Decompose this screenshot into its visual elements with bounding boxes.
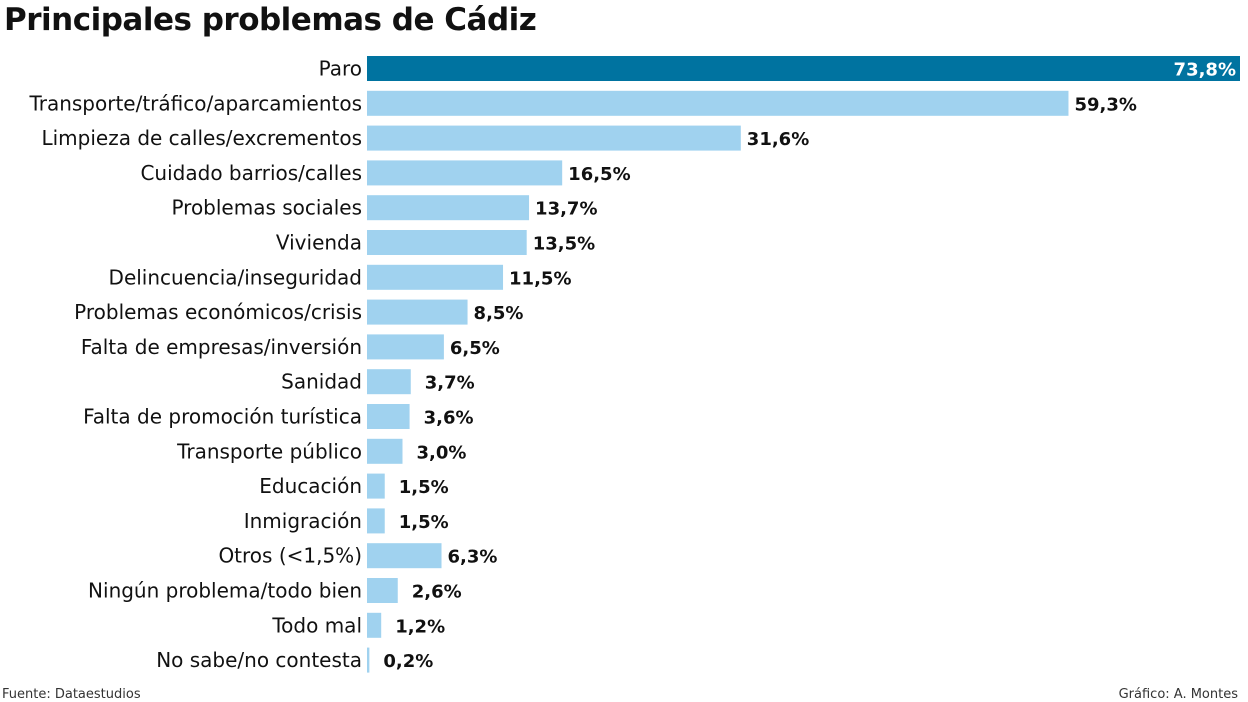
value-label: 13,7% <box>535 199 597 220</box>
chart-title: Principales problemas de Cádiz <box>4 2 537 38</box>
bar <box>367 438 403 464</box>
value-label: 8,5% <box>474 303 524 324</box>
category-label: Transporte público <box>176 439 362 463</box>
category-label: Ningún problema/todo bien <box>88 579 362 603</box>
bar <box>367 647 370 673</box>
value-label: 6,5% <box>450 338 500 359</box>
category-label: Problemas económicos/crisis <box>74 300 362 324</box>
bar <box>367 334 444 360</box>
value-label: 1,5% <box>399 512 449 533</box>
value-label: 1,2% <box>395 616 445 637</box>
bar <box>367 264 504 290</box>
bar-highlight <box>367 56 1240 81</box>
bar <box>367 160 563 186</box>
value-label: 2,6% <box>412 582 462 603</box>
category-label: Falta de promoción turística <box>83 405 362 429</box>
value-label: 11,5% <box>509 268 571 289</box>
bar <box>367 578 398 603</box>
bar <box>367 369 411 395</box>
category-label: Delincuencia/inseguridad <box>109 265 362 289</box>
source-note: Fuente: Dataestudios <box>2 687 141 702</box>
category-label: No sabe/no contesta <box>156 648 362 672</box>
bar <box>367 543 442 569</box>
category-label: Limpieza de calles/excrementos <box>41 126 362 150</box>
credit-note: Gráfico: A. Montes <box>1118 687 1238 702</box>
bars-group: Paro 73,8% Transporte/tráfico/aparcamiento… <box>28 56 1240 673</box>
bar <box>367 612 382 638</box>
category-label: Paro <box>319 57 362 81</box>
category-label: Falta de empresas/inversión <box>81 335 362 359</box>
category-label: Otros (<1,5%) <box>218 544 362 568</box>
value-label: 6,3% <box>448 547 498 568</box>
value-label: 3,0% <box>416 442 466 463</box>
value-label: 31,6% <box>747 129 809 150</box>
value-label: 3,7% <box>425 373 475 394</box>
category-label: Transporte/tráfico/aparcamientos <box>28 91 362 115</box>
bar <box>367 125 741 151</box>
bar <box>367 230 527 255</box>
bar <box>367 508 385 534</box>
category-label: Cuidado barrios/calles <box>140 161 362 185</box>
category-label: Sanidad <box>281 370 362 394</box>
value-label: 13,5% <box>533 234 595 255</box>
bar <box>367 473 385 499</box>
value-label: 3,6% <box>424 408 474 429</box>
bar <box>367 195 530 221</box>
value-label: 73,8% <box>1174 60 1236 81</box>
category-label: Educación <box>259 474 362 498</box>
value-label: 59,3% <box>1074 94 1136 115</box>
value-label: 16,5% <box>568 164 630 185</box>
category-label: Inmigración <box>244 509 362 533</box>
bar <box>367 299 468 325</box>
bar <box>367 404 410 429</box>
value-label: 1,5% <box>399 477 449 498</box>
value-label: 0,2% <box>383 651 433 672</box>
category-label: Problemas sociales <box>171 196 362 220</box>
bar <box>367 90 1069 116</box>
category-label: Todo mal <box>271 613 362 637</box>
category-label: Vivienda <box>276 231 362 255</box>
